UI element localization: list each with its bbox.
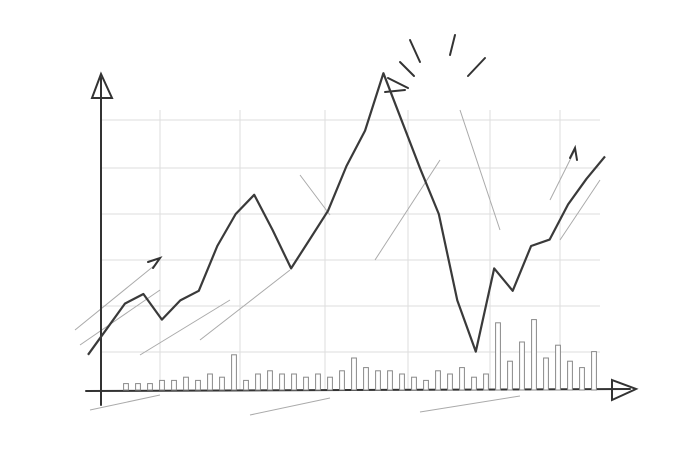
volume-bar <box>123 383 129 391</box>
volume-bar <box>483 373 489 391</box>
volume-bar <box>579 367 585 391</box>
volume-bar <box>135 383 141 391</box>
sketch-strokes <box>74 34 601 416</box>
volume-bar <box>411 376 417 391</box>
volume-bar <box>171 379 177 391</box>
y-arrow <box>90 71 114 99</box>
volume-bar <box>303 376 309 391</box>
volume-bar <box>339 370 345 391</box>
volume-bar <box>543 357 549 391</box>
volume-bar <box>243 379 249 391</box>
volume-bar <box>447 373 453 391</box>
volume-bar <box>399 373 405 391</box>
volume-bar <box>375 370 381 391</box>
volume-bar <box>555 344 561 391</box>
volume-bar <box>207 373 213 391</box>
grid <box>100 110 600 390</box>
volume-bar <box>279 373 285 391</box>
burst-marks <box>384 34 486 93</box>
price-line <box>87 72 606 356</box>
x-arrow <box>611 378 639 402</box>
volume-bar <box>195 379 201 391</box>
volume-bar <box>255 373 261 391</box>
volume-bar <box>147 383 153 391</box>
volume-bar <box>159 379 165 391</box>
volume-bar <box>219 376 225 391</box>
axes <box>85 71 639 406</box>
volume-bar <box>351 357 357 391</box>
volume-bar <box>231 354 237 391</box>
volume-bar <box>363 367 369 391</box>
volume-bar <box>267 370 273 391</box>
volume-bar <box>435 370 441 391</box>
volume-bar <box>423 379 429 391</box>
volume-bar <box>327 376 333 391</box>
arrowhead <box>569 144 578 161</box>
arrowhead <box>147 256 163 269</box>
volume-bar <box>567 360 573 391</box>
volume-bar <box>291 373 297 391</box>
volume-bar <box>531 319 537 391</box>
volume-bar <box>495 322 501 391</box>
volume-bar <box>471 376 477 391</box>
volume-bar <box>183 376 189 391</box>
volume-bar <box>519 341 525 391</box>
volume-bar <box>459 367 465 391</box>
volume-bar <box>387 370 393 391</box>
volume-bar <box>507 360 513 391</box>
volume-bar <box>591 351 597 391</box>
x-axis <box>85 388 631 392</box>
volume-bar <box>315 373 321 391</box>
